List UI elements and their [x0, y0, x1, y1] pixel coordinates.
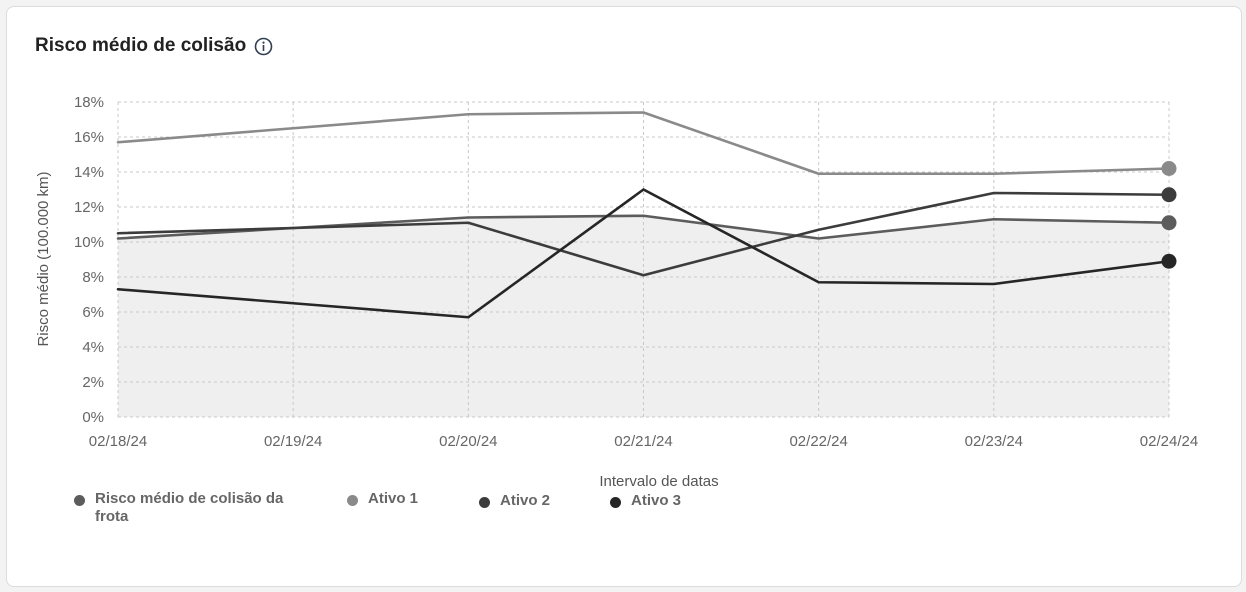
- x-tick-label: 02/23/24: [965, 433, 1023, 450]
- y-tick-label: 6%: [82, 304, 104, 321]
- legend-dot-ativo-3: [610, 497, 621, 508]
- x-tick-label: 02/18/24: [89, 433, 147, 450]
- x-tick-label: 02/22/24: [789, 433, 847, 450]
- chart-title: Risco médio de colisão: [35, 35, 247, 56]
- x-tick-label: 02/24/24: [1140, 433, 1198, 450]
- x-tick-label: 02/20/24: [439, 433, 497, 450]
- legend-dot-ativo-1: [347, 495, 358, 506]
- x-axis-title: Intervalo de datas: [599, 473, 718, 490]
- series-area-0: [118, 215, 1169, 417]
- legend-item-ativo-3[interactable]: Ativo 3: [610, 492, 681, 510]
- y-axis-title: Risco médio (100.000 km): [35, 171, 52, 346]
- y-tick-label: 12%: [74, 199, 104, 216]
- y-tick-label: 8%: [82, 269, 104, 286]
- y-tick-label: 0%: [82, 409, 104, 426]
- y-tick-label: 16%: [74, 129, 104, 146]
- series-line-3: [116, 188, 1171, 319]
- series-line-1: [116, 111, 1171, 176]
- x-tick-label: 02/19/24: [264, 433, 322, 450]
- legend-item-ativo-2[interactable]: Ativo 2: [479, 492, 550, 510]
- y-tick-label: 14%: [74, 164, 104, 181]
- chart-legend: Risco médio de colisão da frota Ativo 1 …: [0, 490, 1246, 550]
- series-end-marker-1: [1161, 161, 1177, 176]
- x-tick-label: 02/21/24: [614, 433, 672, 450]
- info-circle-icon[interactable]: [254, 37, 273, 56]
- y-tick-label: 10%: [74, 234, 104, 251]
- series-end-marker-2: [1161, 187, 1177, 203]
- y-tick-label: 4%: [82, 339, 104, 356]
- series-end-marker-0: [1161, 215, 1177, 231]
- legend-item-ativo-1[interactable]: Ativo 1: [347, 490, 418, 508]
- legend-label-ativo-3: Ativo 3: [631, 492, 682, 509]
- legend-item-fleet[interactable]: Risco médio de colisão da frota: [74, 490, 294, 526]
- legend-label-ativo-1: Ativo 1: [368, 490, 419, 507]
- y-tick-label: 18%: [74, 94, 104, 111]
- legend-dot-ativo-2: [479, 497, 490, 508]
- legend-label-fleet: Risco médio de colisão da frota: [95, 490, 284, 525]
- legend-dot-fleet: [74, 495, 85, 506]
- chart-header: Risco médio de colisão: [35, 35, 273, 57]
- y-tick-label: 2%: [82, 374, 104, 391]
- series-end-marker-3: [1161, 253, 1177, 269]
- legend-label-ativo-2: Ativo 2: [500, 492, 551, 509]
- series-line-2: [116, 191, 1171, 277]
